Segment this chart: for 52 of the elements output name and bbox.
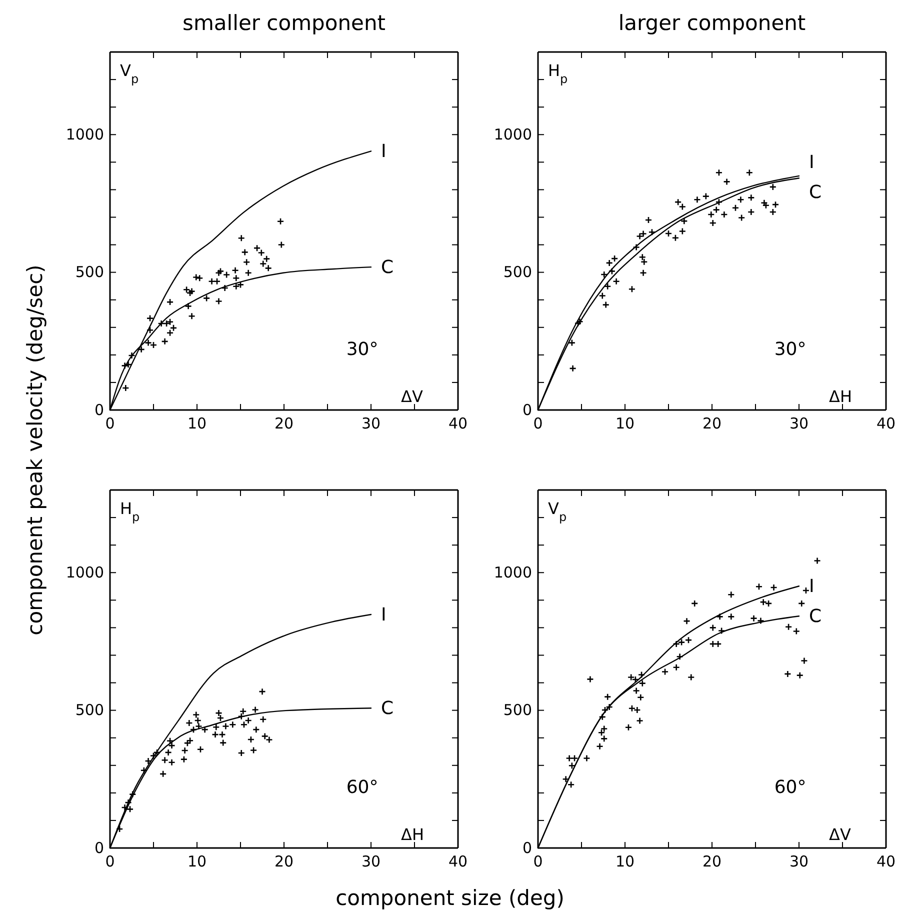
x-axis-title: ΔV: [829, 825, 851, 844]
y-tick-label: 0: [522, 400, 532, 419]
chart-title: smaller component: [182, 11, 386, 35]
x-tick-label: 10: [187, 414, 207, 433]
series-label: C: [381, 698, 394, 720]
y-tick-label: 500: [503, 701, 532, 720]
annotation: 60°: [774, 776, 806, 798]
x-tick-label: 20: [702, 414, 722, 433]
y-tick-label: 500: [75, 263, 104, 282]
series-label: I: [381, 604, 386, 626]
series-label: I: [809, 576, 814, 598]
x-axis-title: ΔV: [401, 387, 423, 406]
y-tick-label: 0: [94, 838, 104, 857]
y-axis-title: V$_{p}$: [120, 61, 139, 86]
x-tick-label: 20: [274, 852, 294, 871]
x-tick-label: 10: [615, 852, 635, 871]
x-tick-label: 40: [876, 414, 896, 433]
y-tick-label: 0: [522, 838, 532, 857]
x-tick-label: 30: [361, 852, 381, 871]
text: component size (deg): [336, 886, 564, 910]
y-tick-label: 1000: [66, 563, 104, 582]
series-label: I: [809, 152, 814, 173]
y-tick-label: 1000: [494, 125, 532, 144]
y-tick-label: 1000: [66, 125, 104, 144]
text: component peak velocity (deg/sec): [23, 264, 47, 636]
x-tick-label: 20: [274, 414, 294, 433]
y-axis-title: H$_{p}$: [548, 61, 568, 86]
x-tick-label: 30: [789, 852, 809, 871]
x-tick-label: 20: [702, 852, 722, 871]
y-tick-label: 1000: [494, 563, 532, 582]
series-label: C: [809, 606, 822, 628]
series-label: C: [381, 257, 394, 278]
chart-title: larger component: [618, 11, 806, 35]
annotation: 60°: [346, 776, 378, 798]
y-axis-title: V$_{p}$: [548, 499, 567, 524]
y-tick-label: 0: [94, 400, 104, 419]
x-tick-label: 40: [876, 852, 896, 871]
series-label: I: [381, 141, 386, 162]
x-tick-label: 40: [448, 852, 468, 871]
y-tick-label: 500: [503, 263, 532, 282]
x-tick-label: 10: [615, 414, 635, 433]
y-tick-label: 500: [75, 701, 104, 720]
annotation: 30°: [774, 338, 806, 360]
y-axis-title: H$_{p}$: [120, 499, 140, 524]
annotation: 30°: [346, 338, 378, 360]
x-axis-title: ΔH: [401, 825, 424, 844]
x-tick-label: 30: [361, 414, 381, 433]
x-tick-label: 10: [187, 852, 207, 871]
series-label: C: [809, 182, 822, 204]
x-axis-title: ΔH: [829, 387, 852, 406]
x-tick-label: 40: [448, 414, 468, 433]
x-tick-label: 30: [789, 414, 809, 433]
